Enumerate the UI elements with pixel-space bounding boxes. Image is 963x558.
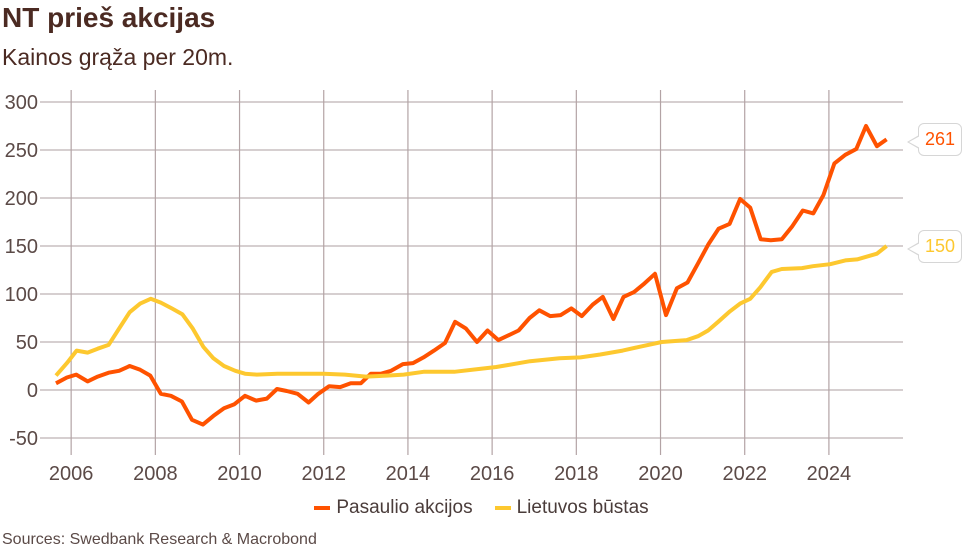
- end-label-pasaulio-akcijos: 261: [906, 123, 963, 157]
- legend-swatch: [494, 506, 511, 510]
- series-line-1: [54, 244, 888, 379]
- legend-swatch: [314, 506, 331, 510]
- x-tick-label: 2024: [807, 463, 852, 485]
- source-note: Sources: Swedbank Research & Macrobond: [2, 531, 317, 548]
- y-tick-label: 200: [5, 188, 38, 210]
- axis-ticks: 300 250 200 150 100 50 0 -50 2006 2008 2010 2012 201…: [5, 92, 852, 485]
- legend-label: Lietuvos būstas: [516, 497, 649, 518]
- x-tick-label: 2008: [133, 463, 178, 485]
- chart-title: NT prieš akcijas: [2, 2, 216, 33]
- end-label-lietuvos-bustas: 150: [906, 230, 963, 263]
- x-tick-label: 2016: [470, 463, 515, 485]
- y-tick-label: 50: [16, 332, 38, 354]
- y-tick-label: 250: [5, 140, 38, 162]
- legend-item-lietuvos-bustas: Lietuvos būstas: [494, 497, 649, 519]
- y-tick-label: 300: [5, 92, 38, 114]
- y-tick-label: -50: [9, 428, 38, 450]
- y-tick-label: 0: [27, 380, 38, 402]
- x-tick-label: 2014: [386, 463, 431, 485]
- series-line-0: [55, 124, 888, 427]
- y-tick-label: 150: [5, 236, 38, 258]
- legend-label: Pasaulio akcijos: [336, 497, 473, 518]
- x-tick-label: 2012: [301, 463, 346, 485]
- y-tick-label: 100: [5, 284, 38, 306]
- chart-subtitle: Kainos grąža per 20m.: [2, 44, 234, 70]
- x-tick-label: 2020: [638, 463, 683, 485]
- x-tick-label: 2018: [554, 463, 599, 485]
- legend: Pasaulio akcijos Lietuvos būstas: [0, 497, 963, 519]
- x-tick-label: 2022: [722, 463, 767, 485]
- legend-item-pasaulio-akcijos: Pasaulio akcijos: [314, 497, 473, 519]
- series-lines: [54, 124, 888, 427]
- x-tick-label: 2006: [49, 463, 94, 485]
- grid: [40, 90, 903, 455]
- x-tick-label: 2010: [217, 463, 262, 485]
